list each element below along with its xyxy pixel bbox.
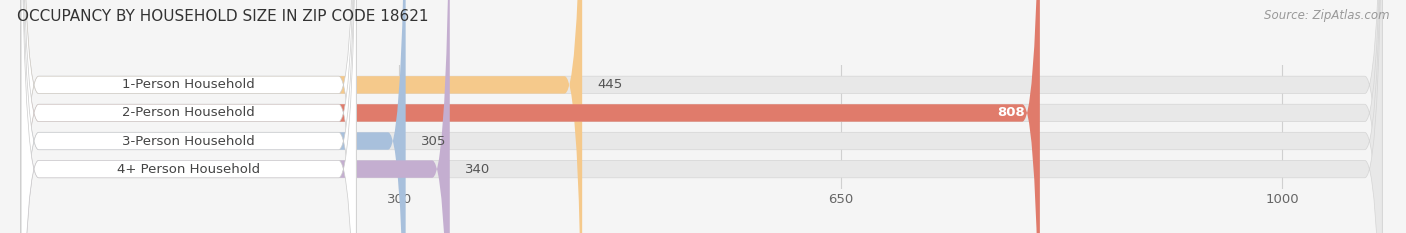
FancyBboxPatch shape [21,0,450,233]
FancyBboxPatch shape [21,0,1382,233]
Text: 4+ Person Household: 4+ Person Household [117,163,260,176]
FancyBboxPatch shape [21,0,582,233]
Text: 445: 445 [598,78,623,91]
Text: 2-Person Household: 2-Person Household [122,106,254,120]
FancyBboxPatch shape [21,0,356,233]
FancyBboxPatch shape [21,0,356,233]
Text: 1-Person Household: 1-Person Household [122,78,254,91]
FancyBboxPatch shape [21,0,356,233]
Text: 808: 808 [997,106,1025,120]
FancyBboxPatch shape [21,0,1382,233]
FancyBboxPatch shape [21,0,1382,233]
Text: OCCUPANCY BY HOUSEHOLD SIZE IN ZIP CODE 18621: OCCUPANCY BY HOUSEHOLD SIZE IN ZIP CODE … [17,9,429,24]
Text: Source: ZipAtlas.com: Source: ZipAtlas.com [1264,9,1389,22]
FancyBboxPatch shape [21,0,1382,233]
Text: 3-Person Household: 3-Person Household [122,134,254,147]
FancyBboxPatch shape [21,0,406,233]
FancyBboxPatch shape [21,0,1040,233]
FancyBboxPatch shape [21,0,356,233]
Text: 305: 305 [420,134,446,147]
Text: 340: 340 [465,163,491,176]
